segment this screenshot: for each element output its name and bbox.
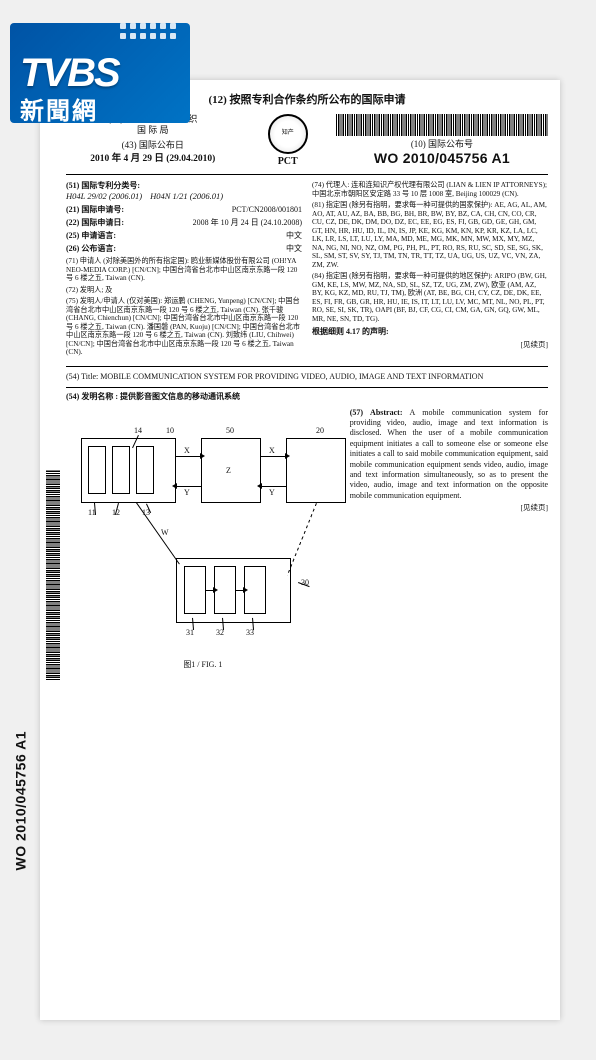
f22-value: 2008 年 10 月 24 日 (24.10.2008) <box>193 218 302 228</box>
label-50: 50 <box>226 426 234 436</box>
logo-box: TVBS 新聞網 <box>10 23 190 123</box>
side-barcode <box>46 470 60 680</box>
header-right: (10) 国际公布号 WO 2010/045756 A1 <box>336 114 548 168</box>
label-Y2: Y <box>269 488 275 498</box>
label-Z: Z <box>226 466 231 476</box>
figure-1-diagram: 10 11 12 13 14 50 20 30 31 32 33 X X Y <box>66 408 340 658</box>
side-publication-number: WO 2010/045756 A1 <box>13 730 31 870</box>
left-column: (51) 国际专利分类号: H04L 29/02 (2006.01) H04N … <box>66 181 302 359</box>
patent-document: WO 2010/045756 A1 (12) 按照专利合作条约所公布的国际申请 … <box>40 80 560 1020</box>
field-71-applicant: (71) 申请人 (对除美国外的所有指定国): 鸥业新媒体股份有限公司 (OH!… <box>66 257 302 282</box>
arrow-31-32 <box>206 590 214 591</box>
field-74-agent: (74) 代理人: 连和连知识产权代理有限公司 (LIAN & LIEN IP … <box>312 181 548 198</box>
page: TVBS 新聞網 WO 2010/045756 A1 (12) 按照专利合作条约… <box>0 0 596 1060</box>
node-20 <box>286 438 346 503</box>
field-72-inventor-header: (72) 发明人; 及 <box>66 286 302 294</box>
f21-label: (21) 国际申请号: <box>66 205 124 215</box>
field-51: (51) 国际专利分类号: H04L 29/02 (2006.01) H04N … <box>66 181 302 202</box>
label-20: 20 <box>316 426 324 436</box>
title-cn: (54) 发明名称 : 提供影音图文信息的移动通讯系统 <box>66 392 548 402</box>
figure-caption: 图1 / FIG. 1 <box>66 660 340 670</box>
wipo-label-2: 国 际 局 <box>66 125 240 136</box>
f22-label: (22) 国际申请日: <box>66 218 124 228</box>
wipo-seal-icon: 知产 <box>268 114 308 154</box>
rule-417-statement: 根据细则 4.17 的声明: <box>312 327 548 337</box>
f25-label: (25) 申请语言: <box>66 231 116 241</box>
lead-11 <box>94 502 96 514</box>
pubdate-label: (43) 国际公布日 <box>66 140 240 151</box>
f21-value: PCT/CN2008/001801 <box>232 205 302 215</box>
pubdate: 2010 年 4 月 29 日 (29.04.2010) <box>66 154 240 166</box>
field-81-designated-states: (81) 指定国 (除另有指明，要求每一种可提供的国家保护): AE, AG, … <box>312 201 548 269</box>
f51-ipc-a: H04L 29/02 (2006.01) <box>66 191 142 201</box>
bibliographic-data: (51) 国际专利分类号: H04L 29/02 (2006.01) H04N … <box>66 181 548 366</box>
logo-dots <box>120 23 180 39</box>
publication-barcode <box>336 114 548 136</box>
figure-container: 10 11 12 13 14 50 20 30 31 32 33 X X Y <box>66 408 340 670</box>
bottom-section: 10 11 12 13 14 50 20 30 31 32 33 X X Y <box>66 408 548 670</box>
tvbs-logo: TVBS 新聞網 <box>10 15 190 123</box>
f51-ipc-b: H04N 1/21 (2006.01) <box>150 191 223 201</box>
node-12 <box>112 446 130 494</box>
f26-label: (26) 公布语言: <box>66 244 116 254</box>
label-W: W <box>161 528 169 538</box>
node-31 <box>184 566 206 614</box>
arrow-20-30-dashed <box>287 503 317 576</box>
logo-subtext: 新聞網 <box>20 91 98 126</box>
title-en: (54) Title: MOBILE COMMUNICATION SYSTEM … <box>66 372 548 388</box>
abstract-label: (57) Abstract: <box>350 408 403 417</box>
arrow-32-33 <box>236 590 244 591</box>
abstract-block: (57) Abstract: A mobile communication sy… <box>350 408 548 670</box>
f51-label: (51) 国际专利分类号: <box>66 181 140 190</box>
arrow-10-50-x <box>176 456 201 457</box>
field-21: (21) 国际申请号: PCT/CN2008/001801 <box>66 205 302 215</box>
field-84-regional: (84) 指定国 (除另有指明，要求每一种可提供的地区保护): ARIPO (B… <box>312 272 548 323</box>
continued-marker-1: [见续页] <box>312 340 548 349</box>
continued-marker-2: [见续页] <box>350 503 548 513</box>
field-75-inventors: (75) 发明人/申请人 (仅对美国): 郑运鹏 (CHENG, Yunpeng… <box>66 297 302 356</box>
field-26: (26) 公布语言: 中文 <box>66 244 302 254</box>
field-22: (22) 国际申请日: 2008 年 10 月 24 日 (24.10.2008… <box>66 218 302 228</box>
arrow-20-50-y <box>261 486 286 487</box>
node-13 <box>136 446 154 494</box>
pct-label: PCT <box>278 156 298 169</box>
label-X1: X <box>184 446 190 456</box>
field-25: (25) 申请语言: 中文 <box>66 231 302 241</box>
label-10: 10 <box>166 426 174 436</box>
pubno-label: (10) 国际公布号 <box>336 139 548 150</box>
abstract-text: A mobile communication system for provid… <box>350 408 548 500</box>
header-mid: 知产 PCT <box>240 114 336 169</box>
label-X2: X <box>269 446 275 456</box>
right-column: (74) 代理人: 连和连知识产权代理有限公司 (LIAN & LIEN IP … <box>312 181 548 359</box>
arrow-50-20-x <box>261 456 286 457</box>
node-50 <box>201 438 261 503</box>
f25-value: 中文 <box>286 231 302 241</box>
label-Y1: Y <box>184 488 190 498</box>
arrow-50-10-y <box>176 486 201 487</box>
node-11 <box>88 446 106 494</box>
publication-number: WO 2010/045756 A1 <box>336 150 548 168</box>
logo-text: TVBS <box>20 51 119 96</box>
f26-value: 中文 <box>286 244 302 254</box>
